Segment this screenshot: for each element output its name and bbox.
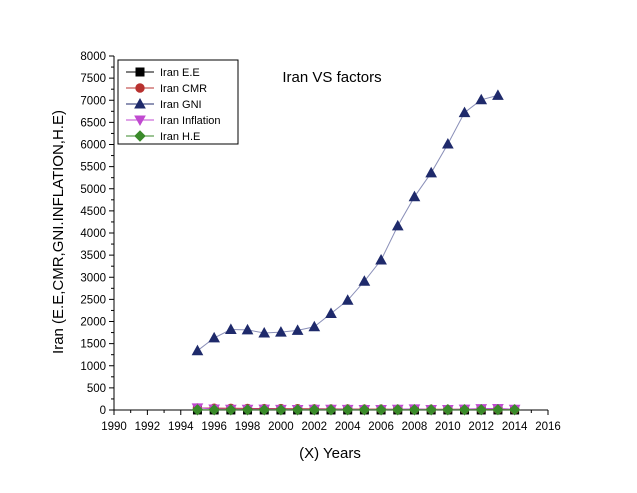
legend-item: Iran H.E bbox=[126, 130, 200, 143]
legend-label: Iran H.E bbox=[160, 131, 200, 143]
x-axis-title: (X) Years bbox=[299, 445, 361, 462]
x-tick-label: 2006 bbox=[368, 421, 394, 433]
data-point bbox=[275, 404, 287, 416]
y-tick-label: 5500 bbox=[80, 162, 106, 174]
data-point bbox=[441, 138, 454, 149]
legend-marker bbox=[134, 97, 146, 109]
plot-area: 1990 1992 1994 1996 1998 2000 2002 2004 2006 2008… bbox=[80, 51, 560, 433]
data-point bbox=[375, 253, 387, 265]
data-point bbox=[425, 166, 438, 178]
data-point bbox=[408, 190, 421, 202]
data-point bbox=[191, 404, 204, 416]
data-point bbox=[208, 404, 220, 416]
data-point bbox=[475, 93, 488, 105]
y-tick-label: 6500 bbox=[80, 117, 106, 129]
x-tick-label: 2000 bbox=[268, 421, 294, 433]
legend-item: Iran E.E bbox=[126, 67, 200, 79]
x-tick-label: 2008 bbox=[402, 421, 428, 433]
data-point bbox=[308, 320, 321, 332]
y-tick-label: 2500 bbox=[80, 294, 106, 306]
series-3 bbox=[191, 403, 521, 416]
data-point bbox=[358, 275, 371, 286]
data-point bbox=[241, 404, 254, 416]
data-point bbox=[225, 404, 237, 416]
data-point bbox=[508, 403, 521, 416]
data-point bbox=[241, 323, 254, 335]
x-tick-label: 2002 bbox=[302, 421, 328, 433]
data-point bbox=[458, 106, 471, 118]
x-tick-label: 2014 bbox=[502, 421, 528, 433]
data-point bbox=[325, 404, 337, 416]
legend-marker bbox=[134, 130, 146, 142]
data-point bbox=[291, 404, 304, 416]
data-point bbox=[275, 326, 287, 337]
legend-item: Iran Inflation bbox=[126, 115, 221, 127]
y-tick-label: 6000 bbox=[80, 140, 106, 152]
data-point bbox=[408, 404, 421, 416]
x-tick-label: 1994 bbox=[168, 421, 194, 433]
legend: Iran E.E Iran CMR Iran GNI Iran Inflation Ir… bbox=[117, 59, 239, 145]
data-point bbox=[291, 324, 304, 335]
data-point bbox=[492, 403, 504, 416]
x-tick-label: 2016 bbox=[535, 421, 561, 433]
data-point bbox=[391, 219, 404, 231]
y-tick-label: 3000 bbox=[80, 272, 106, 284]
y-tick-label: 0 bbox=[100, 405, 106, 417]
legend-item: Iran CMR bbox=[126, 83, 207, 95]
data-point bbox=[258, 326, 271, 338]
legend-marker bbox=[135, 67, 145, 77]
x-tick-label: 1990 bbox=[101, 421, 127, 433]
data-point bbox=[341, 294, 354, 305]
data-point bbox=[442, 404, 454, 416]
x-tick-label: 2010 bbox=[435, 421, 461, 433]
data-point bbox=[258, 404, 270, 416]
x-tick-label: 1992 bbox=[135, 421, 161, 433]
x-tick-label: 2012 bbox=[468, 421, 494, 433]
legend-label: Iran E.E bbox=[160, 67, 200, 79]
chart-title: Iran VS factors bbox=[282, 69, 381, 86]
data-point bbox=[325, 307, 337, 319]
data-point bbox=[458, 404, 471, 416]
y-tick-label: 500 bbox=[87, 383, 106, 395]
legend-item: Iran GNI bbox=[126, 97, 202, 111]
data-point bbox=[208, 331, 221, 343]
legend-label: Iran Inflation bbox=[160, 115, 221, 127]
series-line bbox=[197, 94, 499, 352]
data-point bbox=[375, 404, 387, 416]
y-tick-label: 4000 bbox=[80, 228, 106, 240]
data-point bbox=[425, 404, 437, 416]
data-point bbox=[492, 89, 504, 100]
y-axis-title: Iran (E.E,CMR,GNI.INFLATION,H.E) bbox=[50, 110, 67, 354]
x-tick-label: 1998 bbox=[235, 421, 261, 433]
data-point bbox=[191, 344, 204, 356]
y-tick-label: 8000 bbox=[80, 51, 106, 63]
y-tick-label: 1500 bbox=[80, 339, 106, 351]
legend-marker bbox=[134, 115, 146, 127]
x-tick-label: 2004 bbox=[335, 421, 361, 433]
y-tick-label: 1000 bbox=[80, 361, 106, 373]
y-tick-label: 7500 bbox=[80, 73, 106, 85]
data-point bbox=[475, 403, 487, 416]
y-tick-label: 5000 bbox=[80, 184, 106, 196]
y-tick-label: 7000 bbox=[80, 95, 106, 107]
data-point bbox=[358, 404, 371, 416]
legend-label: Iran GNI bbox=[160, 99, 202, 111]
y-tick-label: 2000 bbox=[80, 317, 106, 329]
y-tick-label: 4500 bbox=[80, 206, 106, 218]
series-2 bbox=[191, 89, 504, 356]
data-point bbox=[224, 323, 237, 334]
y-tick-label: 3500 bbox=[80, 250, 106, 262]
series-4 bbox=[191, 403, 521, 416]
legend-label: Iran CMR bbox=[160, 83, 207, 95]
data-point bbox=[341, 404, 354, 416]
legend-marker bbox=[135, 83, 145, 93]
x-tick-label: 1996 bbox=[201, 421, 227, 433]
data-point bbox=[392, 404, 404, 416]
data-point bbox=[308, 404, 321, 416]
